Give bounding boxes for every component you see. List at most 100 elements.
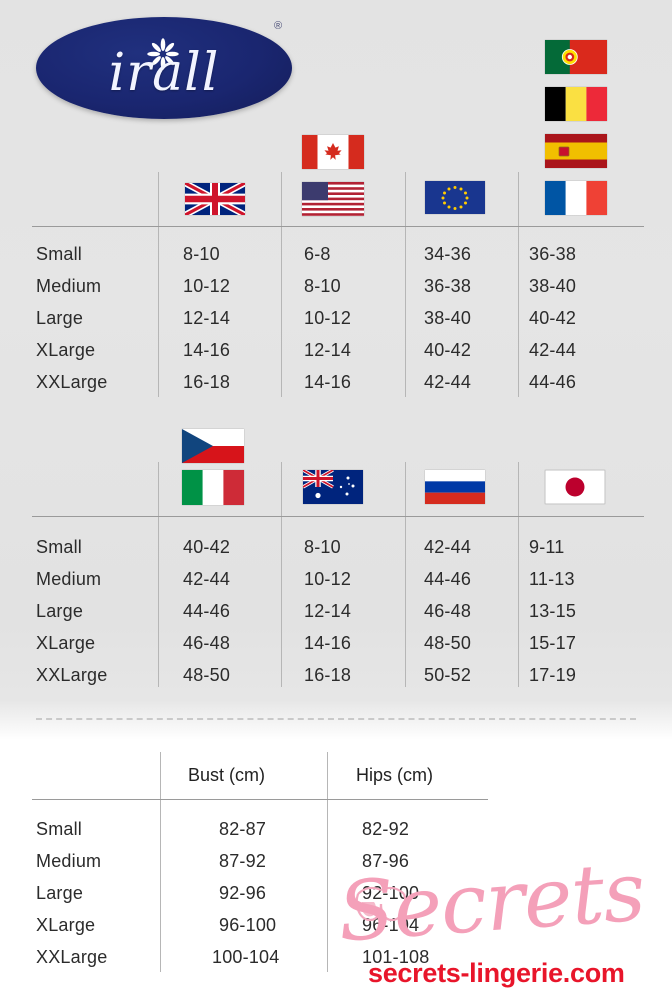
column-divider <box>158 172 159 397</box>
table-cell: 8-10 <box>183 244 220 264</box>
table-cell: 14-16 <box>183 340 231 360</box>
canada-flag-icon <box>302 135 364 169</box>
row-label: XXLarge <box>36 947 108 967</box>
row-label: XLarge <box>36 915 96 935</box>
portugal-flag-icon <box>545 40 607 74</box>
row-label: XLarge <box>36 633 96 653</box>
table-cell: 8-10 <box>304 276 341 296</box>
column-divider <box>405 462 406 687</box>
japan-flag-icon <box>545 470 605 504</box>
column-divider <box>160 752 161 972</box>
row-label: XXLarge <box>36 665 108 685</box>
header-rule <box>32 799 488 800</box>
table-cell: 12-14 <box>304 601 352 621</box>
header-rule <box>32 516 644 517</box>
table-cell: 11-13 <box>529 569 575 589</box>
logo-wordmark: irall <box>108 43 220 103</box>
russia-flag-icon <box>425 470 485 504</box>
row-label: Small <box>36 244 83 264</box>
row-label: Small <box>36 537 83 557</box>
table-cell: 6-8 <box>304 244 331 264</box>
table-cell: 48-50 <box>424 633 472 653</box>
table-cell: 96-104 <box>362 915 420 935</box>
table-cell: 38-40 <box>424 308 472 328</box>
italy-flag-icon <box>182 470 244 505</box>
table-cell: 42-44 <box>424 537 472 557</box>
table-cell: 87-96 <box>362 851 410 871</box>
table-cell: 46-48 <box>183 633 231 653</box>
row-label: XLarge <box>36 340 96 360</box>
table-cell: 36-38 <box>529 244 577 264</box>
watermark-url: secrets-lingerie.com <box>368 958 625 988</box>
australia-flag-icon <box>303 470 363 504</box>
table-cell: 10-12 <box>183 276 231 296</box>
table-cell: 10-12 <box>304 308 352 328</box>
table-cell: 42-44 <box>424 372 472 392</box>
table-cell: 82-92 <box>362 819 410 839</box>
brand-logo: irall <box>36 17 292 119</box>
table-cell: 82-87 <box>219 819 267 839</box>
column-divider <box>158 462 159 687</box>
row-label: Medium <box>36 851 102 871</box>
table-cell: 34-36 <box>424 244 472 264</box>
row-label: Large <box>36 883 84 903</box>
column-header-bust: Bust (cm) <box>188 765 266 785</box>
column-divider <box>405 172 406 397</box>
column-divider <box>518 172 519 397</box>
row-label: Large <box>36 601 84 621</box>
table-cell: 14-16 <box>304 633 352 653</box>
table-cell: 46-48 <box>424 601 472 621</box>
table-cell: 48-50 <box>183 665 231 685</box>
table-cell: 38-40 <box>529 276 577 296</box>
row-label: Medium <box>36 569 102 589</box>
row-label: Medium <box>36 276 102 296</box>
column-divider <box>281 462 282 687</box>
table-cell: 16-18 <box>183 372 231 392</box>
table-cell: 44-46 <box>529 372 577 392</box>
row-label: Large <box>36 308 84 328</box>
spain-flag-icon <box>545 134 607 168</box>
france-flag-icon <box>545 181 607 215</box>
eu-flag-icon <box>425 181 485 214</box>
table-cell: 12-14 <box>304 340 352 360</box>
table-cell: 87-92 <box>219 851 267 871</box>
table-cell: 44-46 <box>183 601 231 621</box>
table-cell: 15-17 <box>529 633 577 653</box>
table-cell: 13-15 <box>529 601 577 621</box>
uk-flag-icon <box>185 183 245 215</box>
table-cell: 40-42 <box>183 537 231 557</box>
table-cell: 101-108 <box>362 947 430 967</box>
table-cell: 92-100 <box>362 883 420 903</box>
belgium-flag-icon <box>545 87 607 121</box>
registered-trademark-mark: ® <box>274 20 283 32</box>
table-cell: 16-18 <box>304 665 352 685</box>
czech-flag-icon <box>182 429 244 463</box>
table-cell: 17-19 <box>529 665 577 685</box>
column-divider <box>518 462 519 687</box>
column-divider <box>281 172 282 397</box>
column-header-hips: Hips (cm) <box>356 765 433 785</box>
row-label: XXLarge <box>36 372 108 392</box>
starburst-icon <box>147 38 179 70</box>
usa-flag-icon <box>302 182 364 216</box>
table-cell: 12-14 <box>183 308 231 328</box>
table-cell: 44-46 <box>424 569 472 589</box>
table-cell: 92-96 <box>219 883 267 903</box>
row-label: Small <box>36 819 83 839</box>
table-cell: 40-42 <box>529 308 577 328</box>
table-cell: 96-100 <box>219 915 277 935</box>
table-cell: 8-10 <box>304 537 341 557</box>
section-divider <box>36 718 636 720</box>
header-rule <box>32 226 644 227</box>
table-cell: 36-38 <box>424 276 472 296</box>
table-cell: 14-16 <box>304 372 352 392</box>
table-cell: 42-44 <box>529 340 577 360</box>
table-cell: 42-44 <box>183 569 231 589</box>
table-cell: 40-42 <box>424 340 472 360</box>
table-cell: 9-11 <box>529 537 565 557</box>
table-cell: 50-52 <box>424 665 472 685</box>
table-cell: 100-104 <box>212 947 280 967</box>
table-cell: 10-12 <box>304 569 352 589</box>
column-divider <box>327 752 328 972</box>
